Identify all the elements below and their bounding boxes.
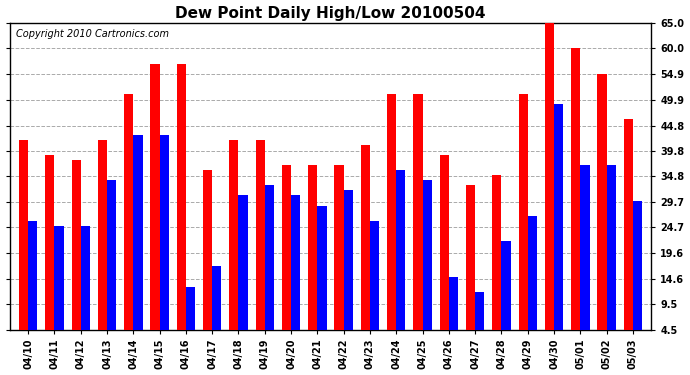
Text: Copyright 2010 Cartronics.com: Copyright 2010 Cartronics.com — [16, 29, 169, 39]
Bar — [361, 145, 370, 330]
Bar — [265, 185, 274, 330]
Bar — [475, 292, 484, 330]
Bar — [554, 104, 563, 330]
Bar — [203, 170, 213, 330]
Bar — [229, 140, 239, 330]
Bar — [370, 221, 379, 330]
Bar — [19, 140, 28, 330]
Bar — [466, 185, 475, 330]
Bar — [422, 180, 432, 330]
Bar — [492, 175, 502, 330]
Bar — [624, 119, 633, 330]
Bar — [344, 190, 353, 330]
Bar — [396, 170, 406, 330]
Bar — [177, 64, 186, 330]
Bar — [72, 160, 81, 330]
Bar — [571, 48, 580, 330]
Bar — [282, 165, 291, 330]
Bar — [186, 287, 195, 330]
Bar — [55, 226, 63, 330]
Bar — [545, 23, 554, 330]
Bar — [448, 277, 458, 330]
Bar — [107, 180, 116, 330]
Bar — [291, 195, 300, 330]
Bar — [518, 94, 528, 330]
Bar — [213, 266, 221, 330]
Bar — [607, 165, 615, 330]
Bar — [81, 226, 90, 330]
Bar — [580, 165, 589, 330]
Bar — [502, 241, 511, 330]
Title: Dew Point Daily High/Low 20100504: Dew Point Daily High/Low 20100504 — [175, 6, 486, 21]
Bar — [528, 216, 537, 330]
Bar — [133, 135, 143, 330]
Bar — [387, 94, 396, 330]
Bar — [440, 155, 449, 330]
Bar — [335, 165, 344, 330]
Bar — [46, 155, 55, 330]
Bar — [98, 140, 107, 330]
Bar — [413, 94, 422, 330]
Bar — [239, 195, 248, 330]
Bar — [159, 135, 169, 330]
Bar — [317, 206, 326, 330]
Bar — [28, 221, 37, 330]
Bar — [308, 165, 317, 330]
Bar — [124, 94, 133, 330]
Bar — [598, 74, 607, 330]
Bar — [150, 64, 159, 330]
Bar — [633, 201, 642, 330]
Bar — [255, 140, 265, 330]
